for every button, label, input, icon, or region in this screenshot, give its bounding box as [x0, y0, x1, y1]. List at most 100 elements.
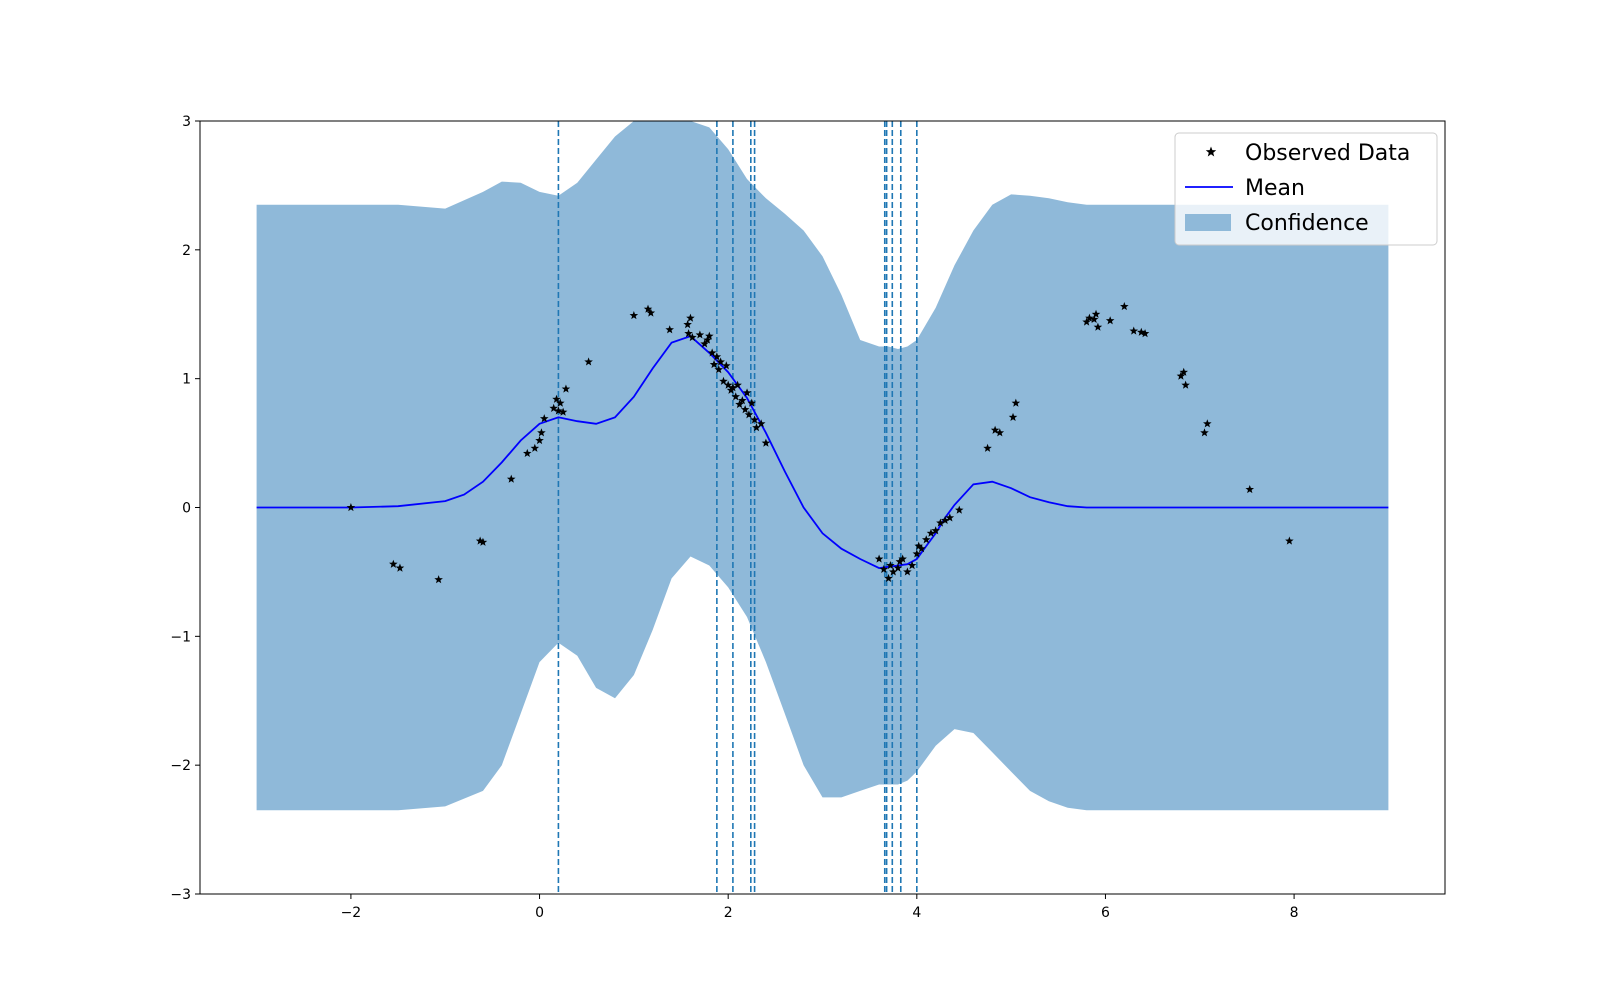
- observed-point: [731, 392, 741, 401]
- observed-point: [742, 388, 752, 397]
- observed-point: [723, 380, 733, 389]
- observed-point: [728, 383, 738, 392]
- observed-point: [895, 557, 905, 566]
- legend-label: Observed Data: [1245, 141, 1410, 166]
- observed-points: [346, 302, 1294, 584]
- observed-point: [722, 361, 731, 370]
- x-axis-ticks: −2 0 2 4 6 8: [341, 894, 1299, 921]
- observed-point: [561, 384, 571, 393]
- observed-point: [931, 526, 940, 535]
- observed-point: [700, 339, 709, 348]
- observed-point: [537, 428, 546, 437]
- y-tick-label: −3: [170, 887, 191, 903]
- x-tick-label: 8: [1290, 905, 1299, 921]
- mean-line: [256, 335, 1389, 570]
- observed-point: [629, 311, 639, 320]
- x-tick-label: 6: [1101, 905, 1110, 921]
- legend-marker-observed: [1205, 146, 1217, 157]
- observed-point: [756, 419, 766, 428]
- observed-point: [874, 554, 884, 563]
- observed-point: [716, 357, 725, 366]
- observed-point: [1129, 326, 1139, 335]
- observed-point: [709, 360, 719, 369]
- observed-point: [733, 380, 742, 389]
- observed-point: [954, 505, 964, 514]
- observed-point: [903, 567, 912, 576]
- observed-point: [1140, 329, 1150, 338]
- observed-point: [686, 313, 695, 322]
- observed-point: [888, 567, 898, 576]
- observed-point: [738, 396, 747, 405]
- observed-point: [703, 335, 712, 344]
- observed-point: [712, 352, 722, 361]
- vertical-lines: [557, 121, 918, 894]
- observed-point: [1285, 536, 1294, 545]
- observed-point: [346, 503, 356, 512]
- observed-point: [1089, 314, 1099, 324]
- observed-point: [1011, 398, 1021, 407]
- observed-point: [940, 515, 950, 525]
- observed-point: [983, 443, 992, 452]
- observed-point: [750, 415, 759, 424]
- plot-area: [256, 121, 1389, 894]
- observed-point: [926, 528, 936, 537]
- observed-point: [735, 399, 744, 409]
- observed-point: [646, 308, 656, 317]
- observed-point: [936, 518, 945, 527]
- legend-label: Mean: [1245, 176, 1305, 201]
- observed-point: [475, 536, 485, 545]
- observed-point: [558, 407, 568, 416]
- y-tick-label: 1: [182, 372, 191, 388]
- legend-label: Confidence: [1245, 211, 1369, 236]
- observed-point: [740, 405, 750, 414]
- observed-point: [945, 513, 955, 522]
- x-tick-label: 4: [912, 905, 921, 921]
- observed-point: [1105, 316, 1115, 325]
- y-tick-label: −1: [170, 629, 191, 645]
- legend-patch-confidence: [1185, 214, 1231, 231]
- x-tick-label: 2: [724, 905, 733, 921]
- observed-point: [719, 376, 728, 385]
- observed-point: [1008, 412, 1018, 421]
- observed-point: [886, 560, 895, 570]
- observed-point: [395, 563, 405, 572]
- observed-point: [1082, 317, 1091, 326]
- observed-point: [556, 398, 565, 407]
- observed-point: [584, 357, 593, 366]
- observed-point: [1137, 327, 1146, 336]
- confidence-band: [256, 121, 1389, 811]
- observed-point: [917, 544, 926, 553]
- y-tick-label: 2: [182, 243, 191, 259]
- y-tick-label: 3: [182, 114, 191, 130]
- legend-box: [1174, 132, 1438, 246]
- observed-point: [665, 325, 674, 334]
- observed-point: [898, 554, 907, 563]
- observed-point: [747, 398, 757, 407]
- observed-point: [995, 428, 1005, 437]
- observed-point: [434, 575, 443, 584]
- observed-point: [912, 549, 922, 558]
- observed-point: [761, 438, 771, 447]
- observed-point: [990, 425, 1000, 434]
- observed-point: [539, 414, 549, 423]
- observed-point: [552, 394, 561, 403]
- x-tick-label: 0: [535, 905, 544, 921]
- observed-point: [705, 331, 714, 340]
- y-axis-ticks: −3 −2 −1 0 1 2 3: [170, 114, 200, 903]
- observed-point: [879, 564, 889, 573]
- observed-point: [683, 320, 692, 329]
- observed-point: [1203, 419, 1212, 428]
- observed-point: [643, 304, 653, 313]
- observed-point: [1120, 302, 1129, 311]
- x-tick-label: −2: [341, 905, 362, 921]
- legend: Observed Data Mean Confidence: [1174, 132, 1438, 246]
- observed-point: [1085, 313, 1094, 322]
- observed-point: [884, 573, 893, 582]
- observed-point: [478, 537, 488, 546]
- observed-point: [893, 563, 903, 572]
- observed-point: [684, 329, 693, 338]
- observed-point: [1179, 367, 1189, 376]
- observed-point: [752, 423, 761, 432]
- observed-point: [1200, 428, 1209, 437]
